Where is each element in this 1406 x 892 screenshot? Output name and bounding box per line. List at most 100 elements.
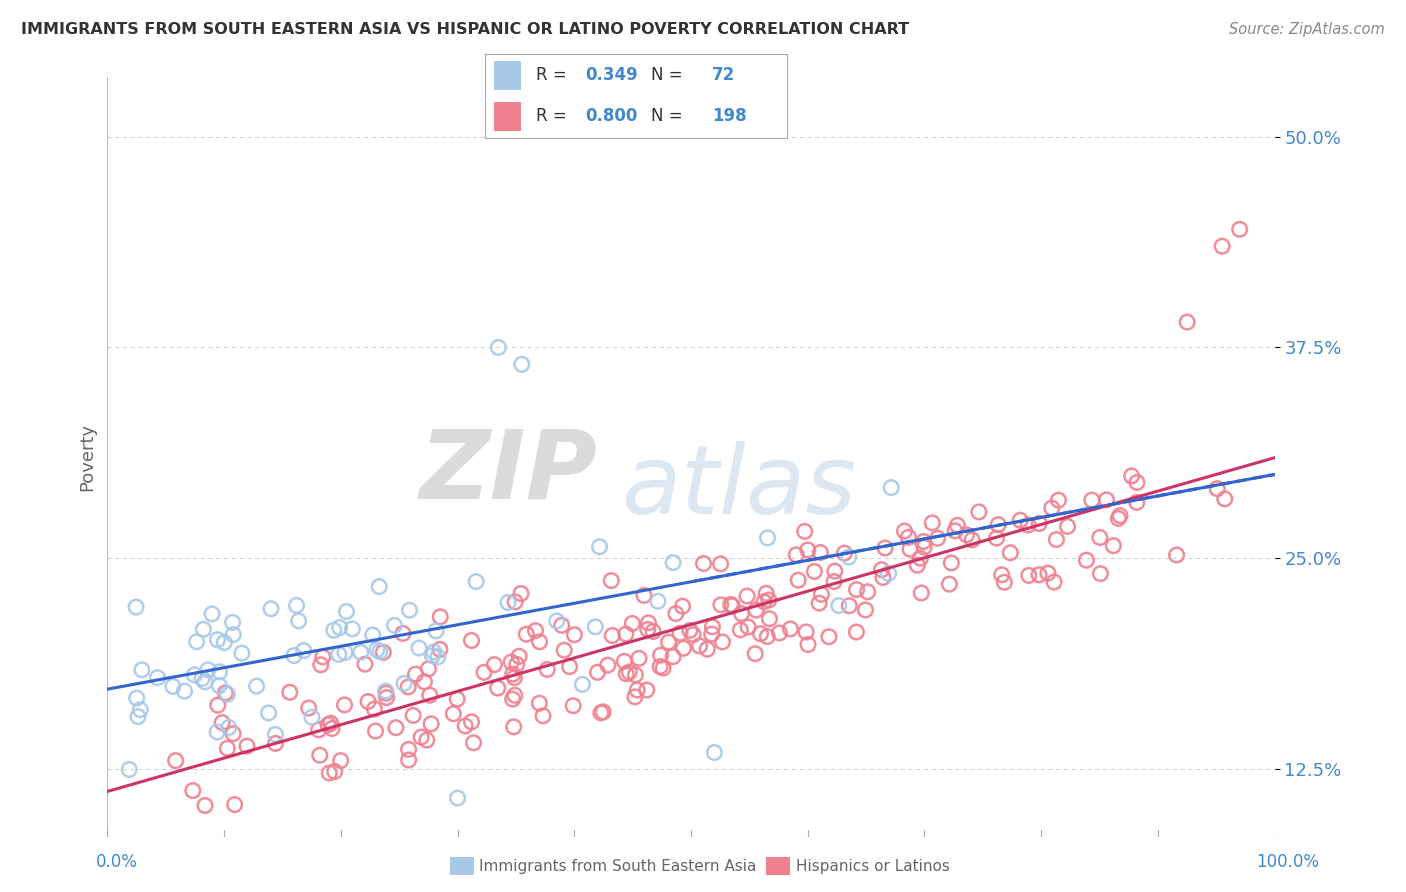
Point	[880, 481, 903, 495]
Point	[422, 648, 444, 663]
Point	[621, 616, 644, 631]
Point	[420, 716, 443, 731]
Point	[194, 798, 217, 813]
Point	[596, 658, 619, 673]
Text: N =: N =	[651, 66, 683, 84]
Point	[912, 534, 935, 549]
Point	[960, 533, 983, 547]
Point	[793, 524, 815, 539]
Point	[183, 668, 205, 682]
Point	[224, 797, 246, 812]
Point	[600, 628, 623, 642]
Point	[508, 649, 530, 664]
Point	[943, 524, 966, 538]
Point	[333, 645, 356, 659]
Point	[730, 607, 752, 621]
Point	[669, 626, 692, 640]
Point	[818, 630, 841, 644]
Point	[652, 661, 675, 675]
Point	[413, 674, 436, 689]
Point	[408, 641, 430, 656]
Point	[205, 725, 228, 739]
Point	[1088, 531, 1111, 545]
Y-axis label: Poverty: Poverty	[79, 423, 96, 491]
Point	[614, 627, 637, 641]
Point	[127, 709, 149, 723]
Text: 100.0%: 100.0%	[1256, 853, 1319, 871]
Point	[703, 746, 725, 760]
Point	[546, 614, 568, 628]
Point	[845, 582, 868, 597]
Point	[131, 663, 153, 677]
Point	[810, 587, 832, 601]
Point	[1036, 566, 1059, 580]
Point	[357, 694, 380, 708]
Point	[536, 662, 558, 676]
Point	[368, 580, 391, 594]
Point	[872, 570, 894, 584]
Point	[946, 518, 969, 533]
Point	[600, 574, 623, 588]
Point	[1206, 482, 1229, 496]
Point	[392, 676, 415, 690]
Point	[756, 630, 779, 644]
Point	[1018, 568, 1040, 582]
Point	[486, 681, 509, 695]
Point	[292, 643, 315, 657]
Point	[650, 648, 672, 663]
Point	[662, 649, 685, 664]
Point	[671, 599, 693, 614]
Point	[648, 659, 671, 673]
Point	[912, 540, 935, 554]
Point	[354, 657, 377, 672]
Point	[711, 635, 734, 649]
Point	[214, 686, 236, 700]
Point	[803, 565, 825, 579]
Point	[396, 680, 419, 694]
Point	[374, 684, 396, 698]
Point	[592, 705, 614, 719]
Text: IMMIGRANTS FROM SOUTH EASTERN ASIA VS HISPANIC OR LATINO POVERTY CORRELATION CHA: IMMIGRANTS FROM SOUTH EASTERN ASIA VS HI…	[21, 22, 910, 37]
Point	[834, 546, 856, 560]
Point	[955, 528, 977, 542]
Text: 0.349: 0.349	[585, 66, 637, 84]
Point	[1229, 222, 1251, 236]
Point	[502, 720, 524, 734]
Bar	[494, 102, 522, 130]
Point	[181, 783, 204, 797]
Point	[828, 599, 851, 613]
Point	[419, 688, 441, 702]
Point	[665, 607, 688, 621]
Point	[730, 623, 752, 637]
Point	[873, 541, 896, 555]
Point	[1175, 315, 1198, 329]
Text: ZIP: ZIP	[420, 425, 598, 519]
Point	[721, 599, 744, 613]
Point	[460, 633, 482, 648]
Text: 198: 198	[711, 107, 747, 125]
Point	[218, 721, 240, 735]
Point	[364, 724, 387, 739]
Point	[472, 665, 495, 680]
Point	[283, 648, 305, 663]
Point	[808, 596, 831, 610]
Point	[993, 575, 1015, 590]
Text: atlas: atlas	[621, 441, 856, 534]
Point	[562, 698, 585, 713]
Point	[1107, 511, 1129, 525]
Point	[897, 530, 920, 544]
Point	[941, 556, 963, 570]
Point	[1010, 513, 1032, 527]
Point	[586, 665, 609, 680]
Point	[709, 557, 731, 571]
Point	[257, 706, 280, 720]
Point	[1000, 546, 1022, 560]
Point	[1028, 567, 1050, 582]
Point	[502, 667, 524, 681]
Point	[1081, 493, 1104, 508]
Point	[529, 634, 551, 648]
Text: R =: R =	[537, 107, 567, 125]
Point	[425, 624, 447, 638]
Point	[938, 577, 960, 591]
Point	[737, 620, 759, 634]
